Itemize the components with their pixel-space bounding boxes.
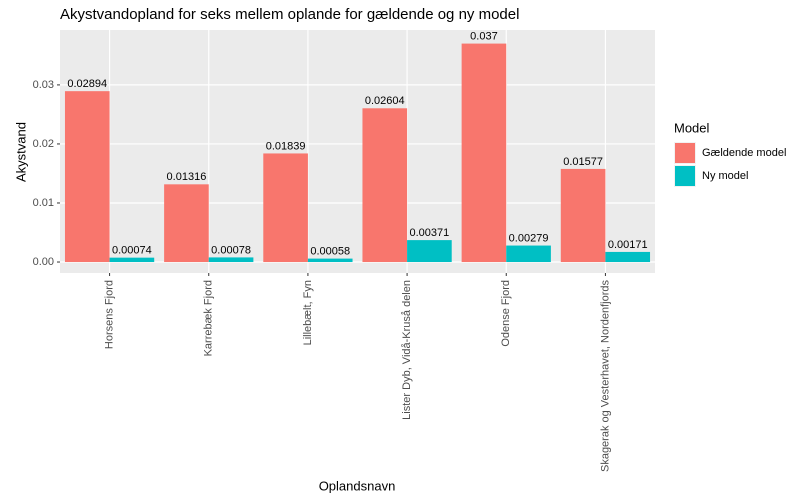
- y-tick-label: 0.00: [33, 256, 54, 268]
- data-label: 0.00074: [112, 245, 152, 257]
- data-label: 0.02604: [365, 95, 405, 107]
- bar: [109, 257, 155, 263]
- legend-swatch: [675, 166, 695, 186]
- x-tick-label: Horsens Fjord: [103, 280, 115, 349]
- x-tick-label: Lister Dyb, Vidå-Kruså delen: [401, 280, 413, 420]
- bar: [461, 43, 507, 263]
- bar: [64, 91, 110, 263]
- data-label: 0.00279: [509, 232, 549, 244]
- data-label: 0.00058: [310, 246, 350, 258]
- data-label: 0.00371: [410, 227, 450, 239]
- x-tick-label: Lillebælt, Fyn: [302, 280, 314, 345]
- chart-title: Akystvandopland for seks mellem oplande …: [60, 6, 519, 23]
- bar: [407, 240, 452, 263]
- legend-label: Gældende model: [702, 147, 786, 159]
- y-tick-label: 0.01: [33, 197, 54, 209]
- x-tick-label: Karrebæk Fjord: [203, 280, 215, 356]
- data-label: 0.01316: [167, 171, 207, 183]
- bar: [263, 153, 308, 263]
- data-label: 0.037: [470, 30, 498, 42]
- panel: [60, 30, 655, 273]
- y-tick-label: 0.02: [33, 138, 54, 150]
- legend-swatch: [675, 143, 695, 163]
- bar: [208, 257, 254, 263]
- bar: [560, 168, 606, 263]
- x-tick-label: Skagerak og Vesterhavet, Nordenfjords: [599, 280, 611, 473]
- y-axis-label: Akystvand: [13, 122, 28, 182]
- data-label: 0.02894: [67, 78, 107, 90]
- bar: [506, 245, 551, 263]
- data-label: 0.01577: [563, 156, 603, 168]
- legend-label: Ny model: [702, 170, 748, 182]
- bar: [605, 251, 651, 263]
- x-tick-label: Odense Fjord: [500, 280, 512, 347]
- legend-title: Model: [674, 120, 710, 135]
- data-label: 0.00171: [608, 239, 648, 251]
- bar: [307, 258, 353, 263]
- data-label: 0.01839: [266, 140, 306, 152]
- bar: [362, 108, 408, 263]
- y-tick-label: 0.03: [33, 79, 54, 91]
- bar: [164, 184, 209, 263]
- data-label: 0.00078: [211, 244, 251, 256]
- x-axis-label: Oplandsnavn: [319, 478, 396, 493]
